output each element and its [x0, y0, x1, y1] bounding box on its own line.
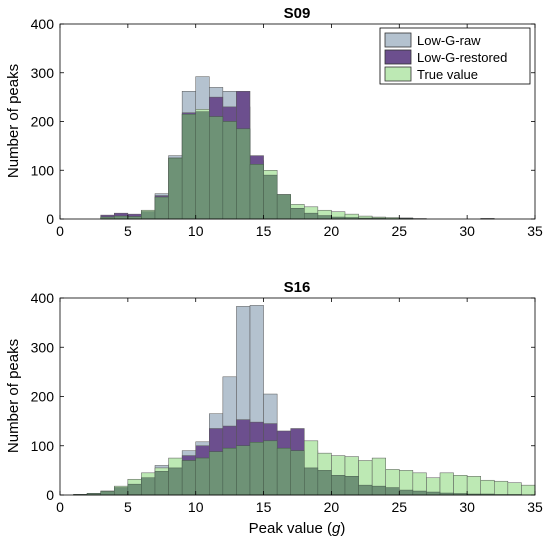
p1-bar-overlap	[209, 117, 223, 219]
p2-bar-overlap	[155, 471, 169, 495]
p1-xtick-label: 5	[124, 223, 132, 239]
p2-bar-overlap	[426, 492, 440, 495]
p1-bar-overlap	[114, 216, 128, 219]
p2-bar-overlap	[141, 478, 155, 495]
legend-swatch-low-g-raw	[385, 33, 411, 47]
p2-bar-true-value	[494, 481, 508, 495]
p2-bar-overlap	[114, 488, 128, 495]
p2-ylabel: Number of peaks	[5, 339, 22, 453]
p1-xtick-label: 35	[527, 223, 543, 239]
p1-bar-overlap	[304, 213, 318, 219]
p1-bar-overlap	[318, 216, 332, 219]
legend-swatch-true-value	[385, 67, 411, 81]
legend: Low-G-raw Low-G-restored True value	[380, 28, 530, 84]
p2-xtick-label: 0	[56, 499, 64, 515]
p2-bar-true-value	[454, 475, 468, 495]
p1-bar-overlap	[169, 158, 183, 219]
p2-bar-true-value	[440, 473, 454, 495]
p2-bar-overlap	[128, 484, 142, 495]
p2-bar-overlap	[372, 486, 386, 495]
p2-ytick-label: 100	[31, 438, 55, 454]
p1-ytick-label: 400	[31, 16, 55, 32]
p1-ytick-label: 200	[31, 114, 55, 130]
p2-xtick-label: 10	[188, 499, 204, 515]
p1-ytick-label: 100	[31, 162, 55, 178]
p2-bar-true-value	[508, 483, 522, 495]
p2-bar-overlap	[359, 485, 373, 495]
p2-ytick-label: 400	[31, 290, 55, 306]
p1-bar-overlap	[250, 164, 264, 219]
legend-swatch-low-g-restored	[385, 50, 411, 64]
p1-bar-overlap	[141, 212, 155, 219]
p2-xtick-label: 25	[391, 499, 407, 515]
p1-bar-overlap	[155, 197, 169, 219]
p2-ytick-label: 0	[46, 487, 54, 503]
p2-bar-overlap	[277, 448, 291, 495]
p2-bar-overlap	[236, 446, 250, 495]
p1-bar-overlap	[291, 208, 305, 219]
p2-bar-overlap	[291, 451, 305, 495]
p1-xtick-label: 20	[324, 223, 340, 239]
p1-xtick-label: 30	[459, 223, 475, 239]
p2-bar-overlap	[223, 448, 237, 495]
p1-bar-overlap	[223, 122, 237, 220]
panel-s16: 0 5 10 15 20 25 30 35 0 100 200 300 400 S16 Number o…	[5, 279, 543, 537]
p2-bar-overlap	[250, 442, 264, 495]
p1-title: S09	[284, 5, 311, 22]
legend-label-true-value: True value	[417, 67, 478, 82]
p1-bar-overlap	[182, 114, 196, 219]
p2-xtick-label: 30	[459, 499, 475, 515]
p2-bar-overlap	[101, 492, 115, 495]
p2-bar-overlap	[182, 461, 196, 495]
p2-bars	[74, 305, 535, 495]
legend-label-low-g-restored: Low-G-restored	[417, 50, 507, 65]
p2-bar-true-value	[521, 485, 535, 495]
p2-bar-overlap	[318, 470, 332, 495]
p2-xtick-label: 5	[124, 499, 132, 515]
p2-bar-overlap	[209, 452, 223, 495]
p2-bar-overlap	[264, 441, 278, 495]
p2-xlabel-prefix: Peak value (	[249, 520, 332, 537]
p2-bar-overlap	[399, 490, 413, 495]
p2-xtick-label: 35	[527, 499, 543, 515]
panel-s09: 0 5 10 15 20 25 30 35 0 100 200 300 400 S09 Number o…	[5, 5, 543, 239]
p2-bar-overlap	[196, 458, 210, 495]
p2-bar-true-value	[467, 476, 481, 495]
p2-bar-overlap	[386, 488, 400, 495]
legend-label-low-g-raw: Low-G-raw	[417, 33, 481, 48]
p2-bar-overlap	[345, 476, 359, 495]
p1-bar-overlap	[277, 195, 291, 219]
p2-bar-overlap	[304, 468, 318, 495]
p1-ytick-label: 300	[31, 65, 55, 81]
p1-bars	[101, 77, 495, 219]
p1-ytick-label: 0	[46, 211, 54, 227]
p2-xtick-label: 20	[324, 499, 340, 515]
p2-bar-true-value	[481, 480, 495, 495]
p2-bar-overlap	[169, 468, 183, 495]
p1-bar-overlap	[236, 129, 250, 219]
p1-xtick-label: 15	[256, 223, 272, 239]
p2-ytick-label: 200	[31, 389, 55, 405]
p2-xtick-label: 15	[256, 499, 272, 515]
p1-xtick-label: 10	[188, 223, 204, 239]
p2-bar-overlap	[331, 475, 345, 495]
p1-bar-overlap	[264, 175, 278, 219]
p2-bar-overlap	[413, 491, 427, 495]
p2-title: S16	[284, 279, 311, 296]
p2-xlabel: Peak value (g)	[249, 520, 346, 537]
p1-ylabel: Number of peaks	[5, 64, 22, 178]
p2-ytick-label: 300	[31, 339, 55, 355]
p1-bar-overlap	[196, 112, 210, 219]
p1-xtick-label: 0	[56, 223, 64, 239]
p1-xtick-label: 25	[391, 223, 407, 239]
p2-xlabel-suffix: )	[340, 520, 345, 537]
